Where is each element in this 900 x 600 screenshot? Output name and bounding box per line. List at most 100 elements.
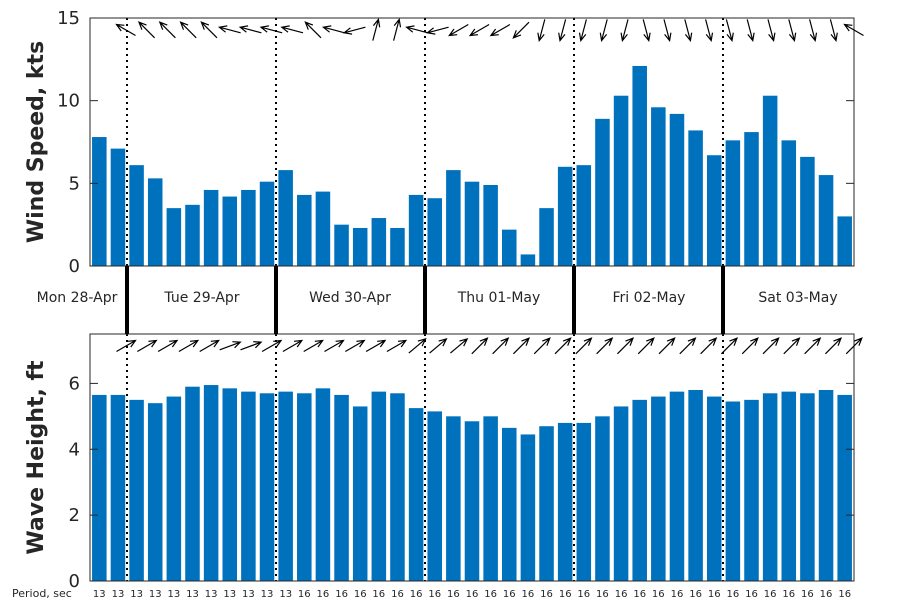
wave-direction-arrow [616, 337, 635, 355]
wind-bar [744, 132, 759, 266]
wind-bar [334, 224, 349, 266]
period-value: 13 [130, 589, 143, 600]
wind-bar [427, 198, 442, 266]
wind-bar [632, 65, 647, 266]
wave-direction-arrow [658, 337, 676, 355]
wind-bar [502, 229, 517, 266]
wave-bar [427, 411, 442, 581]
wave-bar [800, 393, 815, 581]
period-value: 13 [149, 589, 162, 600]
wave-direction-arrow [533, 337, 551, 355]
wind-direction-arrow [558, 19, 567, 43]
wave-bar [278, 391, 293, 581]
wind-bar [706, 155, 722, 266]
wind-direction-arrow [642, 19, 651, 43]
period-value: 16 [633, 589, 646, 600]
wind-bar [92, 137, 107, 266]
wind-direction-arrow [705, 19, 714, 43]
wind-direction-arrow [179, 21, 197, 39]
wind-bar [595, 118, 610, 266]
wave-direction-arrow [741, 337, 759, 355]
period-value: 16 [503, 589, 516, 600]
wave-bar [669, 391, 685, 581]
wind-direction-arrow [405, 25, 428, 34]
wind-bar [241, 189, 256, 266]
wind-direction-arrow [663, 19, 672, 43]
period-value: 16 [410, 589, 423, 600]
y-tick-label: 2 [69, 505, 80, 526]
wind-bar [371, 218, 387, 266]
period-value: 16 [298, 589, 311, 600]
y-tick-label: 5 [69, 173, 80, 194]
period-value: 16 [820, 589, 833, 600]
wave-direction-arrow [240, 341, 263, 351]
day-label: Thu 01-May [457, 290, 541, 306]
wind-bar [669, 113, 685, 266]
y-tick-label: 6 [69, 373, 80, 394]
wave-bar [110, 394, 126, 581]
wave-bar [837, 394, 852, 581]
period-value: 16 [559, 589, 572, 600]
period-value: 13 [279, 589, 292, 600]
day-label: Mon 28-Apr [37, 290, 118, 306]
wave-bar [483, 416, 498, 581]
period-value: 16 [727, 589, 740, 600]
y-tick-label: 4 [69, 439, 80, 460]
wave-bar [222, 388, 238, 581]
wind-direction-arrow [537, 19, 546, 43]
wind-bar [147, 178, 163, 266]
wave-direction-arrow [700, 337, 718, 355]
wave-direction-arrow [429, 337, 448, 354]
wind-direction-arrow [843, 23, 864, 37]
wind-bar [818, 175, 834, 266]
period-value: 16 [484, 589, 497, 600]
wave-y-axis-label: Wave Height, ft [24, 360, 49, 555]
period-value: 16 [689, 589, 702, 600]
wave-direction-arrow [471, 337, 489, 355]
period-axis-label: Period, sec [12, 587, 72, 600]
wind-bar [651, 107, 666, 266]
y-tick-label: 0 [69, 256, 80, 277]
period-value: 16 [764, 589, 777, 600]
period-value: 13 [205, 589, 218, 600]
wind-direction-arrow [304, 21, 322, 39]
wind-axes-box [89, 17, 855, 267]
wave-direction-arrow [804, 337, 822, 355]
period-value: 16 [447, 589, 460, 600]
wind-direction-arrow [425, 26, 449, 35]
period-value: 16 [540, 589, 553, 600]
wind-bar [222, 196, 238, 266]
wind-direction-arrow [599, 19, 608, 43]
wave-bar [539, 426, 554, 581]
wave-bar [92, 394, 107, 581]
wave-direction-arrow [512, 337, 531, 355]
wave-bar [297, 393, 312, 581]
wave-direction-arrow [136, 339, 158, 353]
wind-bar [166, 208, 182, 266]
wind-bar [278, 170, 293, 266]
wind-direction-arrow [393, 17, 402, 41]
wave-direction-arrow [178, 339, 200, 353]
wave-direction-arrow [157, 339, 179, 353]
wind-bar [110, 148, 126, 266]
wind-direction-arrow [158, 21, 176, 39]
wave-direction-arrow [303, 339, 324, 353]
wave-direction-arrow [261, 339, 283, 353]
wind-direction-arrow [746, 19, 755, 43]
wind-direction-arrow [767, 19, 776, 43]
wind-direction-arrow [809, 19, 818, 43]
wave-direction-arrow [386, 339, 408, 353]
wave-direction-arrow [365, 339, 387, 353]
wind-direction-arrow [280, 25, 304, 34]
wind-direction-arrow [620, 19, 629, 43]
wave-direction-arrow [720, 337, 739, 355]
wind-bar [352, 227, 368, 266]
wind-bar [464, 181, 480, 266]
period-value: 16 [372, 589, 385, 600]
wind-direction-arrow [512, 21, 530, 39]
period-value: 16 [838, 589, 851, 600]
wave-bar [632, 399, 647, 581]
wind-bar [408, 194, 424, 266]
wave-bar [408, 408, 424, 581]
